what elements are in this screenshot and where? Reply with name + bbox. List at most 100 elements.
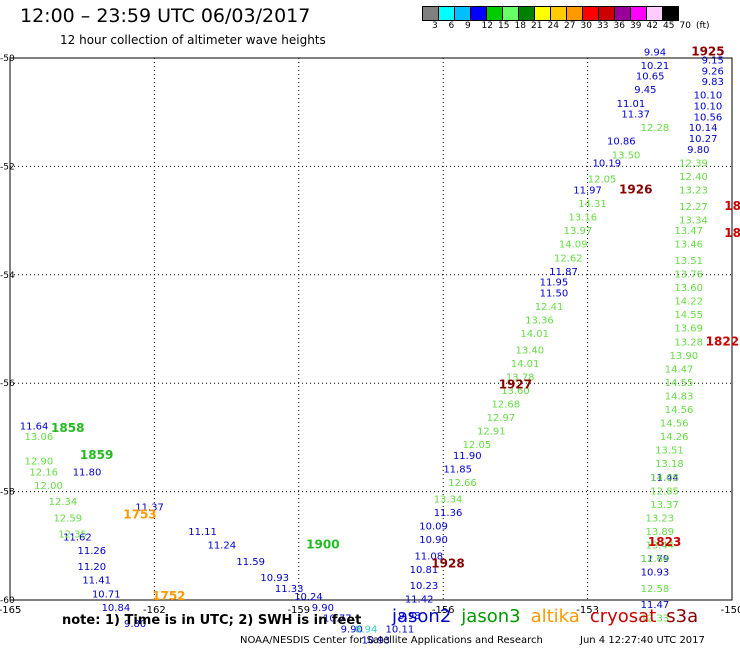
wave-height-value: 10.84	[102, 603, 131, 614]
latitude-tick-label: -60	[0, 596, 15, 606]
wave-height-value: 12.64	[641, 554, 670, 565]
wave-height-value: 13.51	[655, 446, 684, 457]
wave-height-value: 10.09	[419, 522, 448, 533]
wave-height-value: 11.64	[20, 421, 49, 432]
pass-time-label: 1752	[152, 589, 185, 603]
wave-height-value: 12.97	[487, 413, 516, 424]
legend-item-jason2: jason2	[392, 606, 452, 627]
wave-height-value: 10.10	[694, 101, 723, 112]
wave-height-value: 12.59	[53, 513, 82, 524]
scale-label: 3	[432, 21, 438, 31]
wave-height-value: 10.71	[92, 589, 121, 600]
wave-height-value: 10.24	[294, 592, 323, 603]
wave-height-value: 13.51	[674, 256, 703, 267]
wave-height-value: 13.46	[674, 240, 703, 251]
wave-height-value: 13.40	[516, 345, 545, 356]
legend-item-jason3: jason3	[461, 606, 521, 627]
wave-height-value: 10.86	[607, 137, 636, 148]
scale-label: 6	[448, 21, 455, 31]
wave-height-value: 11.90	[453, 451, 482, 462]
wave-height-value: 12.91	[477, 427, 506, 438]
scale-label: 33	[597, 21, 609, 31]
wave-height-value: 11.97	[573, 186, 602, 197]
wave-height-value: 10.77	[323, 614, 352, 625]
wave-height-value: 11.85	[443, 465, 472, 476]
wave-height-value: 9.80	[124, 619, 146, 630]
wave-height-value: 11.80	[73, 467, 102, 478]
wave-height-value: 14.55	[674, 310, 703, 321]
longitude-tick-label: -150	[721, 605, 740, 616]
scale-label: 15	[498, 21, 510, 31]
pass-time-label: 1823	[648, 535, 681, 549]
wave-height-value: 14.05	[650, 473, 679, 484]
wave-height-value: 14.56	[665, 405, 694, 416]
wave-height-value: 13.06	[25, 432, 54, 443]
wave-height-value: 13.50	[612, 150, 641, 161]
wave-height-value: 11.37	[621, 110, 650, 121]
pass-time-label: 1928	[431, 556, 464, 570]
wave-height-value: 13.89	[645, 527, 674, 538]
wave-height-value: 12.05	[588, 175, 617, 186]
wave-height-value: 12.33	[641, 614, 670, 625]
latitude-tick-label: -58	[0, 488, 15, 498]
wave-height-value: 10.21	[641, 61, 670, 72]
scale-label: 42	[646, 21, 658, 31]
legend-item-altika: altika	[530, 606, 580, 627]
wave-height-value: 10.56	[694, 112, 723, 123]
wave-height-value: 13.37	[650, 500, 679, 511]
wave-height-value: 13.23	[645, 513, 674, 524]
footer-timestamp: Jun 4 12:27:40 UTC 2017	[580, 635, 705, 646]
wave-height-value: 11.20	[78, 562, 107, 573]
wave-height-value: 11.95	[540, 278, 569, 289]
wave-height-value: 14.01	[520, 329, 549, 340]
wave-height-value: 10.19	[593, 158, 622, 169]
wave-height-value: 13.47	[674, 226, 703, 237]
wave-height-value: 13.16	[568, 213, 597, 224]
scale-label: 18	[514, 21, 526, 31]
wave-height-value: 10.27	[689, 134, 718, 145]
wave-height-value: 12.66	[448, 478, 477, 489]
wave-height-value: 11.47	[641, 600, 670, 611]
pass-time-label: 1926	[619, 183, 652, 197]
wave-height-value: 11.50	[540, 288, 569, 299]
wave-height-value: 13.78	[506, 372, 535, 383]
wave-height-value: 11.11	[188, 527, 217, 538]
wave-height-value: 10.81	[410, 565, 439, 576]
wave-height-value: 10.93	[361, 635, 390, 646]
scale-label: 12	[481, 21, 493, 31]
scale-label: 27	[564, 21, 576, 31]
wave-height-value: 12.16	[29, 467, 58, 478]
scale-label: 45	[663, 21, 675, 31]
wave-height-value: 13.28	[674, 337, 703, 348]
wave-height-value: 12.27	[679, 202, 708, 213]
scale-label: 39	[630, 21, 642, 31]
scale-label: 21	[531, 21, 543, 31]
wave-height-value: 10.11	[386, 625, 415, 636]
wave-height-value: 13.44	[645, 541, 674, 552]
wave-height-value: 13.60	[674, 283, 703, 294]
wave-height-value: 12.05	[463, 440, 492, 451]
scale-label: 70	[679, 21, 691, 31]
wave-height-value: 9.45	[634, 85, 656, 96]
wave-height-value: 11.59	[236, 557, 265, 568]
scale-label: 9	[465, 21, 471, 31]
wave-height-value: 9.26	[702, 66, 724, 77]
wave-height-value: 14.26	[660, 432, 689, 443]
wave-height-value: 14.01	[511, 359, 540, 370]
legend-item-cryosat: cryosat	[589, 606, 657, 627]
wave-height-value: 14.83	[665, 391, 694, 402]
pass-time-label: 1900	[306, 538, 339, 552]
wave-height-value: 10.23	[410, 581, 439, 592]
wave-height-value: 11.37	[135, 503, 164, 514]
wave-height-value: 13.34	[434, 494, 463, 505]
wave-height-value: 13.60	[501, 386, 530, 397]
pass-time-label: 1822	[706, 334, 739, 348]
wave-height-value: 12.28	[641, 123, 670, 134]
wave-height-value: 9.90	[312, 603, 334, 614]
map-subtitle: 12 hour collection of altimeter wave hei…	[60, 33, 326, 47]
wave-height-value: 14.22	[674, 297, 703, 308]
wave-height-value: 10.93	[641, 568, 670, 579]
wave-height-value: 10.10	[694, 91, 723, 102]
wave-height-value: 12.62	[554, 253, 583, 264]
wave-height-value: 10.93	[260, 573, 289, 584]
